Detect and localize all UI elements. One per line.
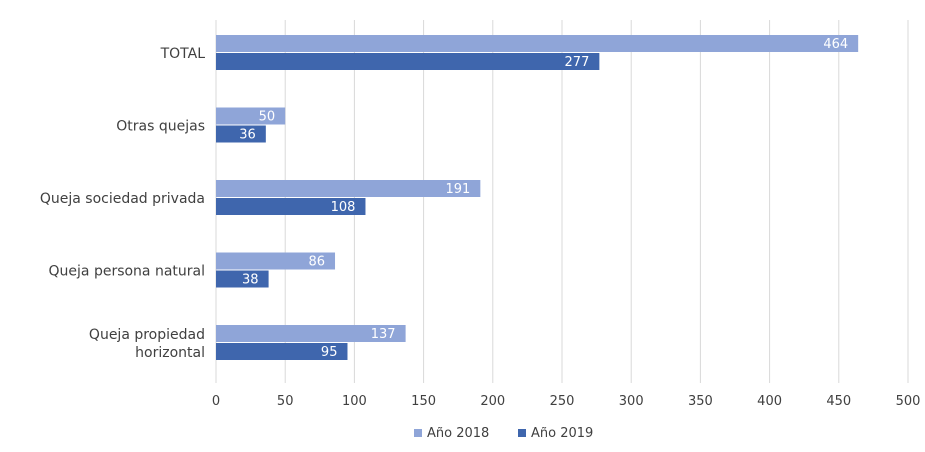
x-tick-label: 450	[826, 394, 851, 409]
category-label: Queja sociedad privada	[40, 191, 205, 207]
bar-value-label: 38	[242, 273, 259, 288]
bar	[216, 198, 366, 215]
x-tick-label: 100	[342, 394, 367, 409]
x-tick-label: 300	[619, 394, 644, 409]
bar	[216, 35, 859, 52]
bar-value-label: 95	[321, 345, 338, 360]
category-label: Otras quejas	[116, 119, 205, 135]
bar	[216, 107, 286, 125]
bar	[216, 252, 336, 270]
bar-value-label: 277	[565, 55, 590, 70]
bar-value-label: 464	[823, 37, 848, 52]
legend-swatch	[518, 429, 526, 437]
x-tick-label: 500	[896, 394, 921, 409]
category-label: Queja persona natural	[49, 264, 205, 280]
bar-value-label: 137	[371, 327, 396, 342]
bar-value-label: 86	[308, 255, 325, 270]
x-tick-label: 150	[411, 394, 436, 409]
x-tick-label: 0	[212, 394, 220, 409]
x-tick-label: 250	[550, 394, 575, 409]
bar-value-label: 191	[446, 182, 471, 197]
legend-swatch	[414, 429, 422, 437]
x-tick-label: 50	[277, 394, 294, 409]
bar-value-label: 50	[259, 110, 276, 125]
bar-value-label: 36	[239, 128, 256, 143]
bar	[216, 180, 481, 197]
legend-label: Año 2018	[427, 426, 489, 441]
x-tick-label: 200	[480, 394, 505, 409]
bar	[216, 325, 406, 342]
legend-label: Año 2019	[531, 426, 593, 441]
category-label: TOTAL	[160, 46, 206, 62]
bar-value-label: 108	[331, 200, 356, 215]
bar	[216, 53, 600, 70]
x-tick-label: 350	[688, 394, 713, 409]
category-label: Queja propiedad horizontal	[89, 327, 205, 361]
bar	[216, 125, 266, 143]
x-tick-label: 400	[757, 394, 782, 409]
category-labels: TOTAL Otras quejas Queja sociedad privada Q…	[40, 46, 205, 361]
bar	[216, 270, 269, 288]
legend: Año 2018 Año 2019	[414, 426, 593, 441]
bar	[216, 343, 348, 360]
x-axis-ticks: 0 50 100 150 200 250 300 350 400 450 500	[212, 394, 921, 409]
gridlines	[215, 20, 909, 383]
